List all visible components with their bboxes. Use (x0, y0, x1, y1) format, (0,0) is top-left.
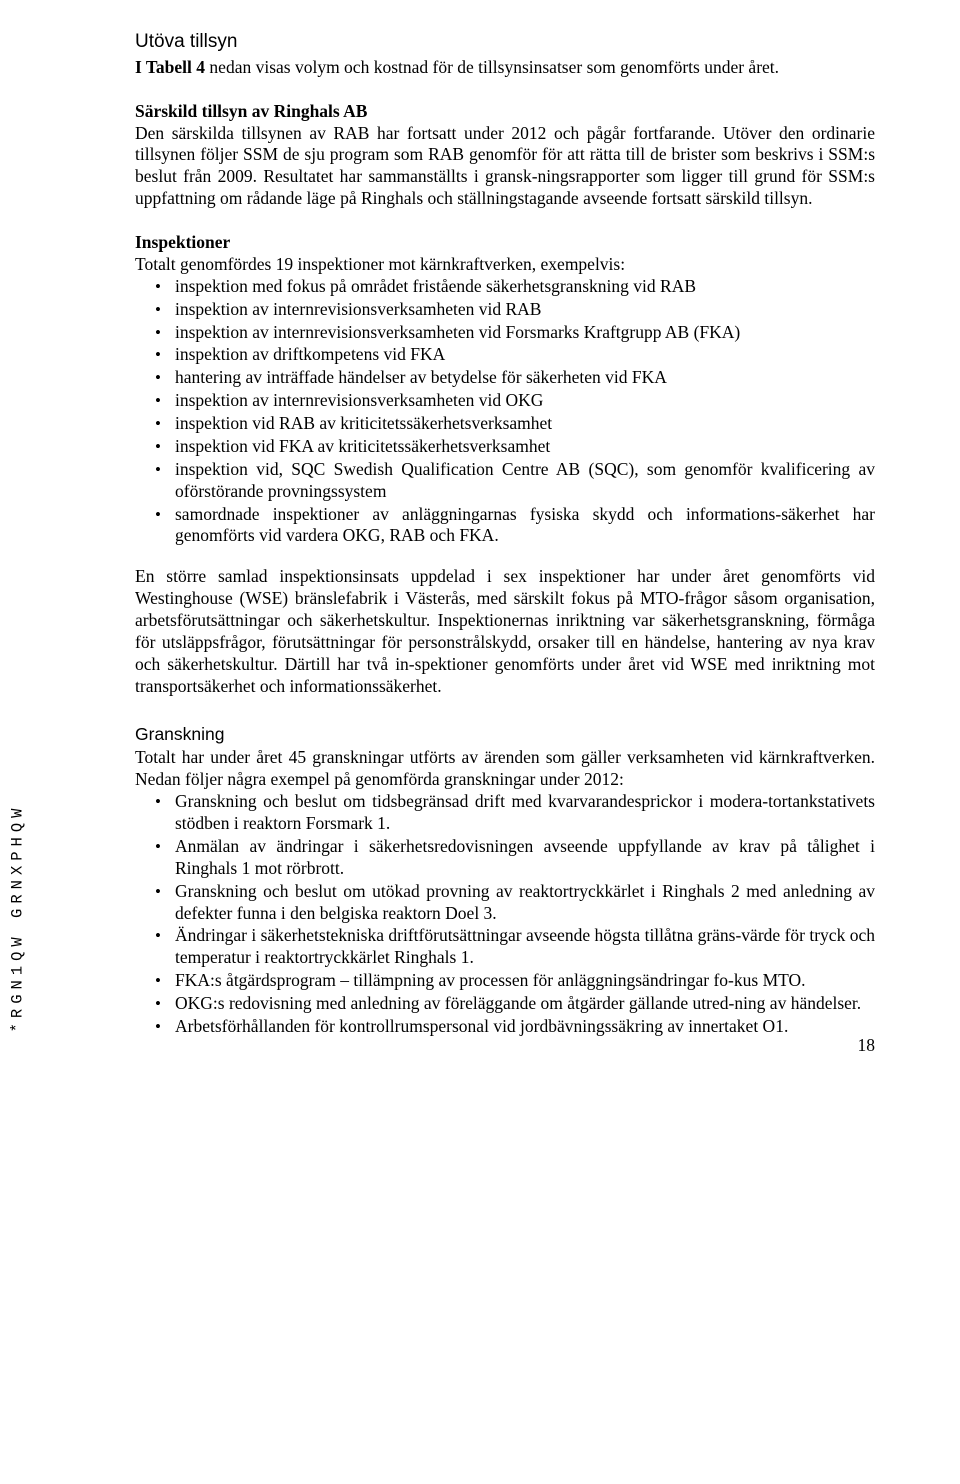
list-item: Anmälan av ändringar i säkerhetsredovisn… (175, 836, 875, 880)
list-item: inspektion med fokus på området friståen… (175, 276, 875, 298)
list-item: Granskning och beslut om utökad provning… (175, 881, 875, 925)
list-item: inspektion av internrevisionsverksamhete… (175, 322, 875, 344)
section-title-granskning: Granskning (135, 724, 875, 746)
list-item: Granskning och beslut om tidsbegränsad d… (175, 791, 875, 835)
inspektioner-intro: Totalt genomfördes 19 inspektioner mot k… (135, 254, 875, 276)
list-item: FKA:s åtgärdsprogram – tillämpning av pr… (175, 970, 875, 992)
sarskild-body: Den särskilda tillsynen av RAB har forts… (135, 123, 875, 211)
granskning-list: Granskning och beslut om tidsbegränsad d… (135, 791, 875, 1038)
list-item: inspektion av driftkompetens vid FKA (175, 344, 875, 366)
granskning-intro: Totalt har under året 45 granskningar ut… (135, 747, 875, 791)
sarskild-heading: Särskild tillsyn av Ringhals AB (135, 101, 875, 123)
intro-lead: I Tabell 4 (135, 57, 205, 77)
list-item: inspektion vid FKA av kriticitetssäkerhe… (175, 436, 875, 458)
list-item: inspektion vid, SQC Swedish Qualificatio… (175, 459, 875, 503)
list-item: hantering av inträffade händelser av bet… (175, 367, 875, 389)
intro-rest: nedan visas volym och kostnad för de til… (205, 57, 779, 77)
list-item: inspektion vid RAB av kriticitetssäkerhe… (175, 413, 875, 435)
list-item: Ändringar i säkerhetstekniska driftförut… (175, 925, 875, 969)
intro-paragraph: I Tabell 4 nedan visas volym och kostnad… (135, 57, 875, 79)
list-item: samordnade inspektioner av anläggningarn… (175, 504, 875, 548)
list-item: OKG:s redovisning med anledning av förel… (175, 993, 875, 1015)
list-item: inspektion av internrevisionsverksamhete… (175, 299, 875, 321)
page-number: 18 (858, 1035, 876, 1057)
list-item: inspektion av internrevisionsverksamhete… (175, 390, 875, 412)
list-item: Arbetsförhållanden för kontrollrumsperso… (175, 1016, 875, 1038)
inspektioner-list: inspektion med fokus på området friståen… (135, 276, 875, 548)
inspektioner-heading-text: Inspektioner (135, 232, 230, 252)
inspektioner-heading: Inspektioner (135, 232, 875, 254)
sarskild-heading-text: Särskild tillsyn av Ringhals AB (135, 101, 367, 121)
section-title-utova: Utöva tillsyn (135, 30, 875, 54)
sidebar-code: *RGN1QW GRNXPHQW (9, 804, 28, 1033)
inspektioner-after: En större samlad inspektionsinsats uppde… (135, 566, 875, 697)
